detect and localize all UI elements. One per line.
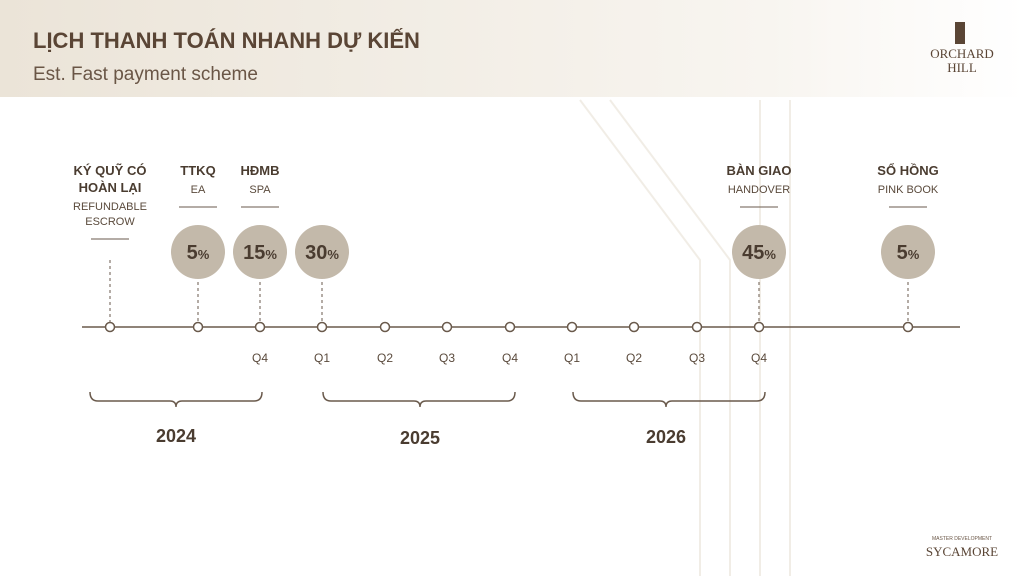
percent-number: 5 — [187, 242, 198, 264]
subtitle: Est. Fast payment scheme — [33, 64, 258, 85]
percent-unit: % — [327, 247, 339, 262]
milestone-title: BÀN GIAO — [727, 163, 792, 178]
developer-label: MASTER DEVELOPMENT — [932, 536, 992, 542]
logo-mark — [955, 22, 965, 44]
percent-unit: % — [265, 247, 277, 262]
timeline-node — [192, 321, 204, 333]
percent: 45% — [742, 242, 776, 264]
percent-circle — [881, 225, 935, 279]
logo-text: ORCHARD — [930, 46, 994, 61]
timeline-node — [316, 321, 328, 333]
year-bracket — [322, 391, 516, 408]
milestone-title: SỔ HỒNG — [877, 163, 938, 178]
timeline-node — [628, 321, 640, 333]
percent: 5% — [187, 242, 210, 264]
timeline-node — [566, 321, 578, 333]
milestone-title: HOÀN LẠI — [79, 180, 142, 195]
timeline-node — [902, 321, 914, 333]
milestone-subtitle: PINK BOOK — [878, 184, 939, 196]
quarter-label: Q3 — [689, 351, 705, 365]
percent-unit: % — [764, 247, 776, 262]
quarter-label: Q2 — [377, 351, 393, 365]
year-label: 2026 — [646, 427, 686, 447]
milestone-title: TTKQ — [180, 163, 215, 178]
milestone-title: KÝ QUỸ CÓ — [74, 163, 147, 178]
year-bracket — [572, 391, 766, 408]
percent: 15% — [243, 242, 277, 264]
milestone-subtitle: HANDOVER — [728, 184, 790, 196]
percent-circle — [732, 225, 786, 279]
milestone-subtitle: REFUNDABLE — [73, 201, 147, 213]
percent-circle — [295, 225, 349, 279]
percent-number: 5 — [897, 242, 908, 264]
background-lines — [579, 99, 791, 576]
timeline-node — [254, 321, 266, 333]
quarter-label: Q3 — [439, 351, 455, 365]
quarter-label: Q4 — [502, 351, 518, 365]
percent-number: 30 — [305, 242, 327, 264]
timeline-node — [504, 321, 516, 333]
milestone-subtitle: EA — [191, 184, 206, 196]
milestone-title: HĐMB — [241, 163, 280, 178]
developer: SYCAMORE — [926, 544, 998, 559]
milestone-subtitle: ESCROW — [85, 216, 135, 228]
percent-circle — [233, 225, 287, 279]
timeline-node — [441, 321, 453, 333]
title: LỊCH THANH TOÁN NHANH DỰ KIẾN — [33, 28, 420, 53]
quarter-label: Q1 — [564, 351, 580, 365]
timeline-node — [104, 321, 116, 333]
percent-circle — [171, 225, 225, 279]
year-label: 2025 — [400, 428, 440, 448]
percent-unit: % — [198, 247, 210, 262]
header-band — [0, 0, 1024, 97]
quarter-label: Q4 — [751, 351, 767, 365]
percent-number: 15 — [243, 242, 265, 264]
percent: 30% — [305, 242, 339, 264]
percent-number: 45 — [742, 242, 764, 264]
percent: 5% — [897, 242, 920, 264]
quarter-label: Q2 — [626, 351, 642, 365]
timeline-node — [691, 321, 703, 333]
year-label: 2024 — [156, 426, 196, 446]
percent-unit: % — [908, 247, 920, 262]
logo-text: HILL — [947, 60, 977, 75]
quarter-label: Q4 — [252, 351, 268, 365]
timeline-node — [753, 321, 765, 333]
timeline-node — [379, 321, 391, 333]
quarter-label: Q1 — [314, 351, 330, 365]
year-bracket — [89, 391, 263, 408]
milestone-subtitle: SPA — [249, 184, 271, 196]
